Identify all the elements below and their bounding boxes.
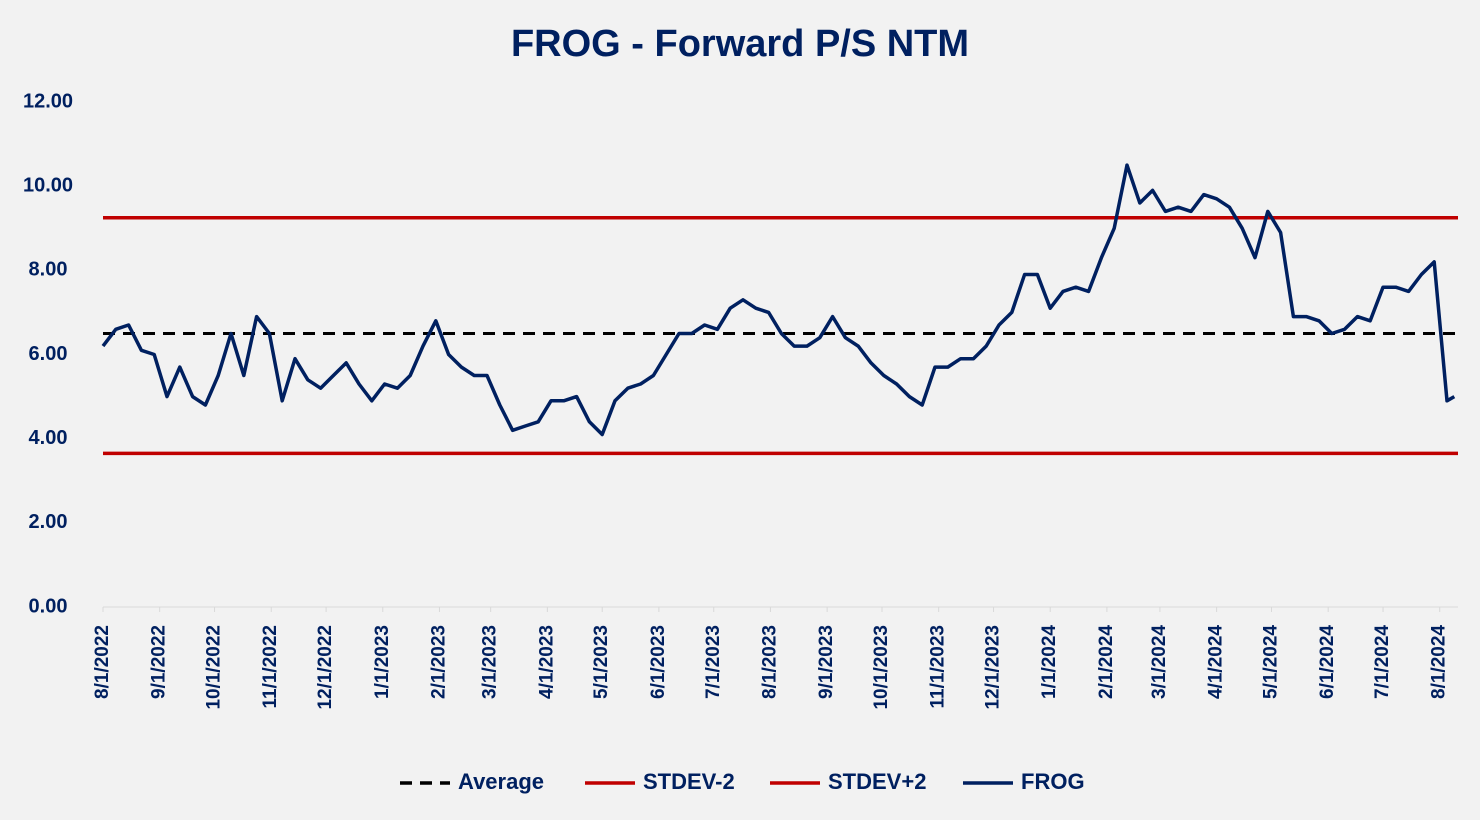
x-tick-label: 6/1/2024 [1317, 625, 1338, 699]
x-tick-label: 7/1/2024 [1372, 625, 1393, 699]
x-tick-label: 4/1/2023 [536, 625, 557, 699]
legend-label: Average [458, 769, 544, 794]
legend-label: STDEV-2 [643, 769, 735, 794]
y-tick-label: 12.00 [23, 90, 73, 112]
x-tick-label: 6/1/2023 [648, 625, 669, 699]
legend-label: STDEV+2 [828, 769, 926, 794]
legend-label: FROG [1021, 769, 1085, 794]
x-tick-label: 5/1/2024 [1260, 625, 1281, 699]
x-tick-label: 1/1/2024 [1039, 625, 1060, 699]
x-tick-label: 9/1/2023 [816, 625, 837, 699]
y-tick-label: 2.00 [29, 511, 68, 533]
x-tick-label: 2/1/2024 [1096, 625, 1117, 699]
x-tick-label: 2/1/2023 [428, 625, 449, 699]
y-tick-label: 4.00 [29, 427, 68, 449]
x-tick-label: 8/1/2023 [759, 625, 780, 699]
x-tick-label: 12/1/2023 [983, 625, 1004, 710]
x-tick-label: 1/1/2023 [372, 625, 393, 699]
chart-title: FROG - Forward P/S NTM [511, 23, 969, 65]
x-tick-label: 10/1/2022 [204, 625, 225, 710]
x-tick-label: 5/1/2023 [591, 625, 612, 699]
x-tick-label: 7/1/2023 [703, 625, 724, 699]
y-tick-label: 10.00 [23, 174, 73, 196]
series-line [101, 163, 1456, 437]
x-tick-label: 11/1/2022 [260, 625, 281, 708]
x-tick-label: 9/1/2022 [149, 625, 170, 699]
x-tick-label: 11/1/2023 [928, 625, 949, 708]
x-tick-label: 8/1/2022 [92, 625, 113, 699]
x-tick-label: 12/1/2022 [315, 625, 336, 710]
y-tick-label: 0.00 [29, 595, 68, 617]
x-tick-label: 8/1/2024 [1429, 625, 1450, 699]
x-tick-label: 4/1/2024 [1206, 625, 1227, 699]
y-tick-label: 6.00 [29, 343, 68, 365]
x-tick-label: 3/1/2023 [480, 625, 501, 699]
x-tick-label: 3/1/2024 [1149, 625, 1170, 699]
x-tick-label: 10/1/2023 [871, 625, 892, 710]
y-tick-label: 8.00 [29, 259, 68, 281]
